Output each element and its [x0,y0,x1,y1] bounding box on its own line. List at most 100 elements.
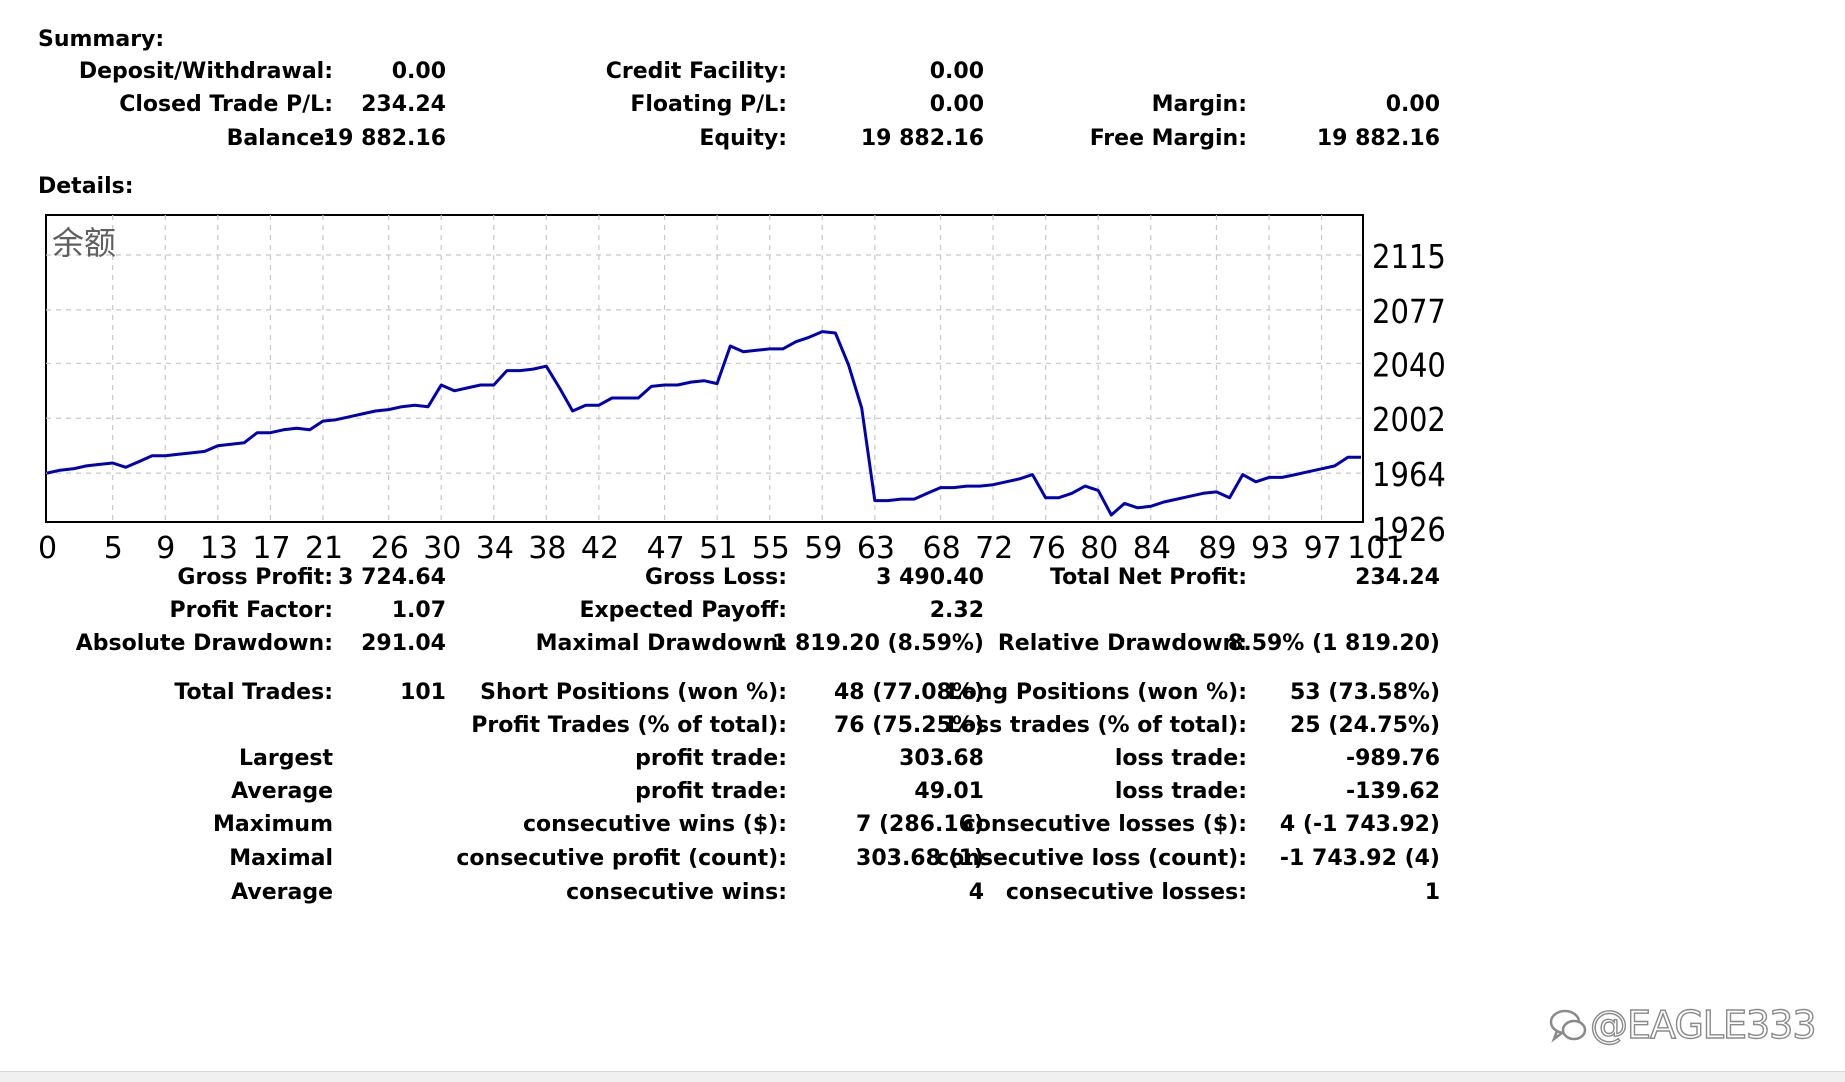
chart-y-tick-label: 2077 [1372,293,1446,331]
bottom-scroll-bar [0,1071,1845,1082]
chart-x-tick-label: 42 [581,531,619,560]
details-label: consecutive profit (count): [456,846,787,871]
details-label: Expected Payoff: [579,598,787,623]
details-label: Gross Profit: [177,565,333,590]
chart-y-tick-label: 2040 [1372,347,1446,385]
summary-value: 234.24 [361,92,446,117]
summary-value: 19 882.16 [322,126,446,151]
details-value: 25 (24.75%) [1289,713,1440,738]
summary-label: Margin: [1151,92,1247,117]
chart-x-tick-label: 68 [923,531,961,560]
summary-label: Deposit/Withdrawal: [78,59,333,84]
chart-x-tick-label: 0 [38,531,57,560]
chart-x-tick-label: 59 [804,531,842,560]
details-value: 4 (-1 743.92) [1279,812,1440,837]
summary-label: Floating P/L: [630,92,787,117]
details-label: consecutive losses ($): [962,812,1247,837]
details-value: 234.24 [1355,565,1440,590]
details-label: Total Net Profit: [1050,565,1247,590]
details-label: Loss trades (% of total): [946,713,1247,738]
chart-x-tick-label: 80 [1080,531,1118,560]
details-label: Gross Loss: [645,565,787,590]
chart-x-tick-label: 93 [1251,531,1289,560]
details-label: Largest [239,746,333,771]
details-label: loss trade: [1114,746,1247,771]
details-value: 3 490.40 [876,565,984,590]
summary-value: 0.00 [391,59,446,84]
details-label: loss trade: [1114,779,1247,804]
details-value: 3 724.64 [338,565,446,590]
summary-label: Closed Trade P/L: [119,92,333,117]
details-value: 2.32 [929,598,984,623]
summary-label: Credit Facility: [605,59,787,84]
details-label: Maximal Drawdown: [535,631,787,656]
balance-series-line [46,330,1361,517]
summary-value: 19 882.16 [1316,126,1440,151]
chart-x-tick-label: 47 [647,531,685,560]
details-value: 101 [400,680,446,705]
details-label: profit trade: [635,779,787,804]
details-title: Details: [38,174,134,199]
details-value: 303.68 [899,746,984,771]
details-label: Long Positions (won %): [947,680,1247,705]
details-value: -1 743.92 (4) [1279,846,1440,871]
details-label: Profit Trades (% of total): [471,713,787,738]
balance-chart: 2115207720402002196419260591317212630343… [0,214,1446,560]
chart-y-tick-label: 2002 [1372,401,1446,439]
details-value: 48 (77.08%) [833,680,984,705]
chart-x-tick-label: 97 [1304,531,1342,560]
watermark-text: @EAGLE333 [1589,1002,1817,1047]
details-label: consecutive wins: [566,880,787,905]
chart-x-tick-label: 72 [975,531,1013,560]
chart-x-axis-band [0,522,1365,546]
chart-x-tick-label: 51 [699,531,737,560]
chart-x-tick-label: 101 [1347,531,1404,560]
details-label: consecutive losses: [1005,880,1247,905]
chart-x-tick-label: 76 [1028,531,1066,560]
details-value: 291.04 [361,631,446,656]
wechat-watermark: @EAGLE333 [1548,1000,1838,1050]
chart-title: 余额 [52,224,116,262]
summary-value: 0.00 [929,59,984,84]
chart-x-tick-label: 9 [156,531,175,560]
chart-y-tick-label: 1926 [1372,511,1446,549]
details-label: Short Positions (won %): [480,680,787,705]
chart-x-tick-label: 63 [857,531,895,560]
details-value: 53 (73.58%) [1289,680,1440,705]
details-label: profit trade: [635,746,787,771]
details-label: Maximal [229,846,333,871]
chart-x-tick-label: 5 [104,531,123,560]
details-value: 1.07 [391,598,446,623]
summary-title: Summary: [38,27,165,52]
details-value: 1 819.20 (8.59%) [772,631,984,656]
details-label: Absolute Drawdown: [75,631,333,656]
details-label: Maximum [213,812,333,837]
chart-x-tick-label: 89 [1198,531,1236,560]
details-label: Relative Drawdown: [997,631,1247,656]
summary-label: Free Margin: [1089,126,1247,151]
chart-x-tick-label: 84 [1133,531,1171,560]
summary-label: Balance: [226,126,333,151]
details-value: 4 [968,880,984,905]
chart-x-tick-label: 34 [476,531,514,560]
summary-value: 0.00 [929,92,984,117]
chart-x-tick-label: 21 [305,531,343,560]
details-label: Average [231,779,333,804]
chart-frame [45,214,1364,523]
summary-label: Equity: [699,126,787,151]
chart-x-tick-label: 55 [752,531,790,560]
details-label: Total Trades: [174,680,333,705]
details-label: consecutive wins ($): [522,812,787,837]
details-value: 303.68 (1) [856,846,984,871]
details-label: consecutive loss (count): [936,846,1247,871]
details-value: -139.62 [1345,779,1440,804]
details-value: 49.01 [914,779,984,804]
details-value: 1 [1424,880,1440,905]
chart-x-tick-label: 13 [200,531,238,560]
chart-x-tick-label: 26 [371,531,409,560]
chart-y-tick-label: 2115 [1372,238,1446,276]
chart-x-tick-label: 17 [252,531,290,560]
details-value: -989.76 [1345,746,1440,771]
chart-x-tick-label: 38 [528,531,566,560]
chart-x-tick-label: 30 [423,531,461,560]
